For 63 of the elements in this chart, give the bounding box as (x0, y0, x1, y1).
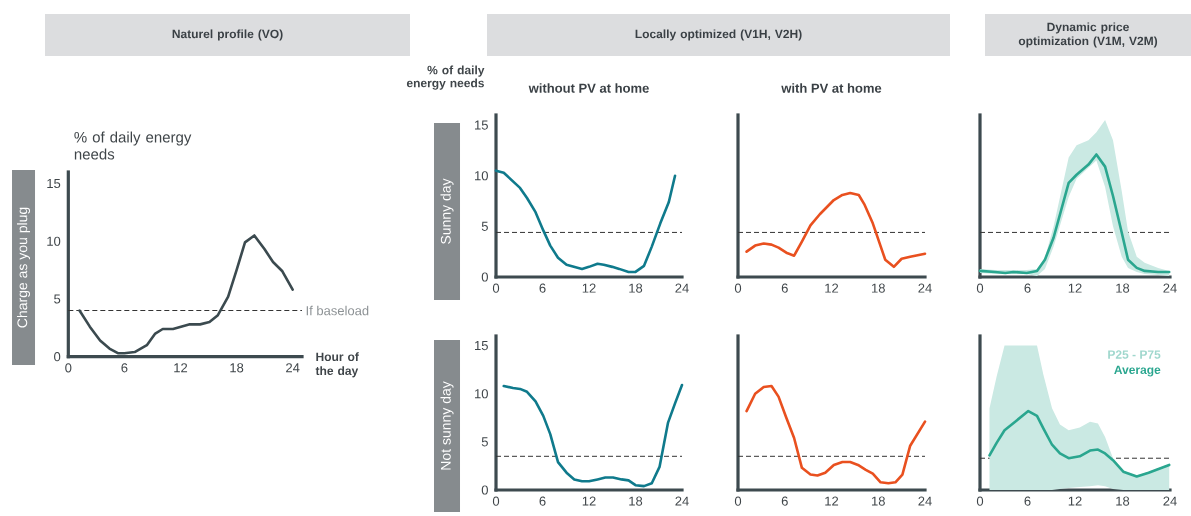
x-tick-label: 6 (539, 496, 546, 506)
x-tick-label: 18 (230, 363, 244, 373)
x-tick-label: 24 (1163, 496, 1177, 506)
y-tick-label: 0 (481, 485, 488, 495)
x-tick-label: 0 (492, 496, 500, 506)
chart-title: Naturel profile (VO) (172, 29, 283, 41)
y-tick-label: 0 (54, 352, 61, 362)
x-tick-label: 12 (582, 496, 596, 506)
x-tick-label: 12 (1068, 496, 1082, 506)
y-tick-label: 15 (475, 341, 488, 351)
x-tick-label: 0 (65, 363, 72, 373)
y-tick-label: 5 (481, 221, 488, 231)
x-tick-label: 12 (825, 496, 839, 506)
x-tick-label: 18 (1116, 496, 1130, 506)
x-axis-title: Hour of the day (315, 352, 359, 378)
x-tick-label: 6 (781, 496, 788, 506)
y-axis-title: % of daily energy needs (74, 131, 192, 160)
x-tick-label: 6 (1024, 283, 1031, 293)
y-tick-label: 5 (54, 294, 61, 304)
text: Sunny day (440, 178, 454, 244)
x-tick-label: 24 (675, 283, 689, 293)
y-axis-title: % of daily energy needs (406, 65, 485, 90)
text: Not sunny day (440, 381, 454, 470)
x-tick-label: 6 (121, 363, 128, 373)
text: Locally optimized (V1H, V2H) (635, 29, 802, 41)
y-tick-label: 10 (475, 171, 488, 181)
y-tick-label: 15 (475, 120, 488, 130)
y-tick-label: 10 (47, 236, 61, 246)
x-tick-label: 12 (1068, 283, 1082, 293)
x-tick-label: 24 (918, 496, 932, 506)
x-tick-label: 24 (675, 496, 689, 506)
chart-subtitle: without PV at home (528, 83, 649, 93)
chart-title: Dynamic price optimization (V1M, V2M) (1018, 22, 1158, 48)
x-tick-label: 18 (872, 283, 885, 293)
y-tick-label: 5 (481, 437, 488, 447)
x-tick-label: 6 (781, 283, 788, 293)
line-series (494, 169, 677, 274)
x-tick-label: 12 (825, 283, 839, 293)
x-tick-label: 24 (1163, 283, 1177, 293)
x-tick-label: 24 (918, 283, 932, 293)
x-tick-label: 18 (629, 283, 643, 293)
annotation: P25 - P75 (1108, 350, 1161, 359)
y-tick-label: 0 (481, 272, 488, 282)
line-series (502, 383, 684, 488)
y-tick-label: 15 (47, 179, 61, 189)
x-tick-label: 18 (1116, 283, 1130, 293)
x-tick-label: 0 (734, 283, 742, 293)
ref-line-label: If baseload (306, 305, 369, 316)
x-tick-label: 0 (976, 283, 984, 293)
x-tick-label: 0 (976, 496, 984, 506)
x-tick-label: 0 (734, 496, 742, 506)
x-tick-label: 12 (174, 363, 188, 373)
x-tick-label: 6 (539, 283, 546, 293)
x-tick-label: 12 (582, 283, 596, 293)
x-tick-label: 18 (629, 496, 643, 506)
text: Charge as you plug (16, 207, 31, 328)
x-tick-label: 24 (286, 363, 300, 373)
y-tick-label: 10 (475, 389, 488, 399)
x-tick-label: 0 (492, 283, 500, 293)
x-tick-label: 18 (872, 496, 885, 506)
text: Average (1114, 365, 1161, 377)
chart-subtitle: with PV at home (781, 83, 882, 93)
x-tick-label: 6 (1024, 496, 1031, 506)
